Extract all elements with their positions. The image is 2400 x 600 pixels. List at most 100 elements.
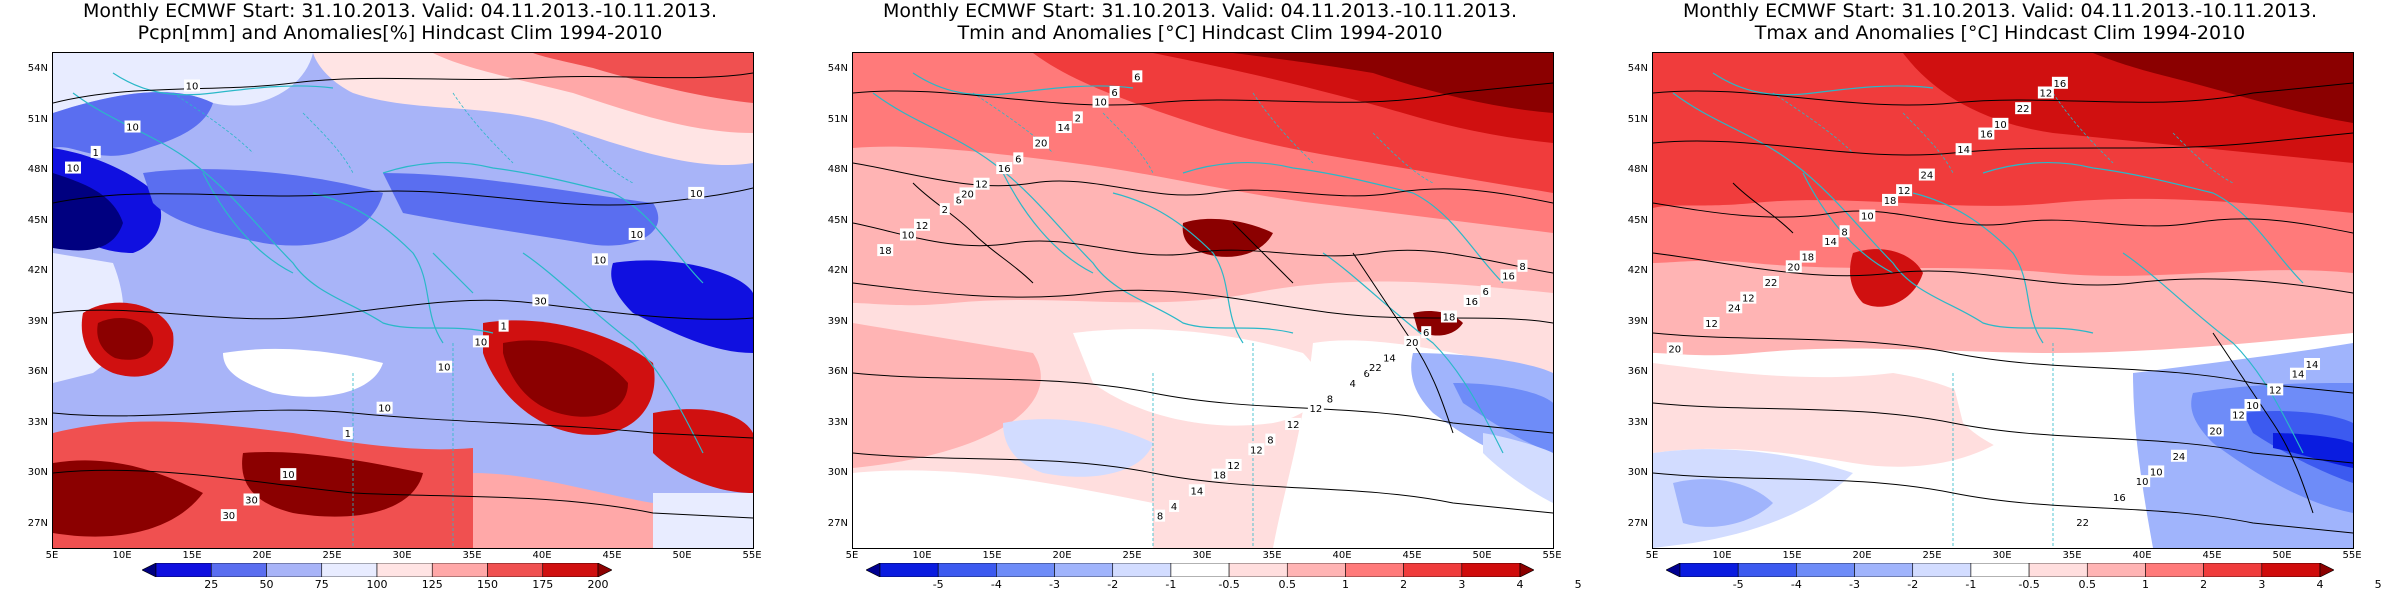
svg-text:10: 10 [902, 230, 915, 241]
svg-text:2: 2 [1075, 113, 1081, 124]
svg-text:16: 16 [1465, 297, 1478, 308]
svg-text:6: 6 [1423, 328, 1429, 339]
svg-text:14: 14 [1957, 145, 1970, 156]
lon-tick-label: 20E [1852, 550, 1872, 561]
svg-text:12: 12 [1250, 445, 1263, 456]
colorbar-swatch [1286, 562, 1346, 578]
contour-label: 16 [1463, 294, 1480, 308]
contour-label: 18 [1799, 250, 1816, 264]
svg-text:20: 20 [1406, 338, 1419, 349]
tmin-panel: Monthly ECMWF Start: 31.10.2013. Valid: … [800, 0, 1600, 600]
svg-text:16: 16 [1980, 130, 1993, 141]
lat-tick-label: 45N [27, 214, 48, 226]
lat-tick-label: 39N [27, 315, 48, 327]
colorbar-graphic [865, 562, 1535, 578]
coastlines [72, 72, 704, 454]
colorbar-swatch [1345, 562, 1404, 578]
colorbar-swatch [1854, 562, 1914, 578]
colorbar-swatch [1737, 562, 1797, 578]
colorbar-tick-label: -2 [1907, 578, 1919, 591]
contour-label: 24 [2170, 449, 2187, 463]
lat-tick-label: 51N [1627, 113, 1648, 125]
colorbar-tick-label: 75 [314, 578, 329, 591]
colorbar-tick-label: -3 [1849, 578, 1861, 591]
colorbar-min-triangle [865, 562, 881, 578]
contour-label: 4 [1347, 376, 1358, 390]
colorbar-tick-label: -3 [1049, 578, 1061, 591]
colorbar-swatch [431, 562, 488, 578]
contour-label: 20 [1785, 260, 1802, 273]
svg-text:30: 30 [245, 495, 258, 506]
lon-tick-label: 40E [532, 550, 552, 561]
contour-label: 6 [1361, 367, 1372, 380]
svg-text:14: 14 [1190, 486, 1203, 497]
lat-tick-label: 39N [827, 315, 848, 327]
contour-label: 12 [1248, 443, 1265, 456]
svg-text:10: 10 [1994, 120, 2007, 131]
contour-label: 8 [1155, 509, 1166, 523]
colorbar-graphic [141, 562, 613, 578]
contour-label: 14 [1055, 121, 1072, 134]
contour-label: 12 [2037, 86, 2054, 99]
contour-label: 8 [1517, 259, 1528, 273]
contour-label: 1 [90, 145, 101, 159]
lat-tick-label: 30N [1627, 467, 1648, 478]
lon-tick-label: 15E [182, 550, 202, 561]
panel-title-line1: Monthly ECMWF Start: 31.10.2013. Valid: … [883, 0, 1517, 22]
lat-tick-label: 48N [827, 164, 848, 175]
pcpn-colorbar: 25 50 75 100 125 150 175 200 [141, 562, 613, 591]
lon-tick-label: 30E [1992, 550, 2012, 561]
contour-label: 20 [2207, 424, 2224, 437]
lon-tick-label: 5E [45, 550, 59, 561]
lat-tick-label: 42N [827, 265, 848, 276]
contour-label: 1 [498, 319, 509, 333]
colorbar-tick-label: 3 [2258, 578, 2266, 591]
contour-label: 10 [628, 227, 645, 241]
lon-tick-label: 35E [1262, 550, 1282, 561]
svg-text:14: 14 [1057, 123, 1070, 134]
colorbar-swatch [1796, 562, 1855, 578]
contour-label: 12 [1225, 458, 1242, 472]
svg-text:12: 12 [1898, 186, 1911, 197]
lat-tick-label: 51N [827, 113, 848, 125]
contour-label: 30 [243, 493, 260, 506]
svg-text:18: 18 [1884, 196, 1897, 207]
colorbar-swatch [1054, 562, 1114, 578]
colorbar-tick-label: 0.5 [2078, 578, 2097, 591]
contour-label: 10 [2148, 465, 2165, 478]
contour-label: 6 [1132, 70, 1143, 83]
contour-label: 16 [2111, 490, 2128, 504]
contour-label: 10 [124, 120, 141, 134]
svg-text:22: 22 [1369, 363, 1382, 374]
tmax-field [1653, 53, 2353, 548]
contour-label: 10 [65, 161, 81, 175]
panel-title-line2: Tmax and Anomalies [°C] Hindcast Clim 19… [1754, 22, 2246, 44]
colorbar-graphic [1665, 562, 2335, 578]
svg-text:10: 10 [2246, 401, 2259, 412]
lon-tick-label: 25E [1922, 550, 1942, 561]
contour-label: 22 [1763, 275, 1780, 289]
svg-text:22: 22 [2017, 104, 2030, 115]
colorbar-tick-label: 200 [587, 578, 609, 591]
colorbar-swatch [2028, 562, 2088, 578]
svg-text:12: 12 [2040, 88, 2053, 99]
lat-tick-label: 36N [827, 366, 848, 377]
lat-tick-label: 42N [27, 265, 48, 276]
svg-text:10: 10 [282, 470, 295, 481]
contour-label: 8 [1324, 392, 1335, 406]
svg-text:10: 10 [126, 123, 139, 134]
svg-text:12: 12 [1227, 461, 1240, 472]
contour-label: 4 [1169, 499, 1180, 513]
lat-tick-label: 33N [27, 416, 48, 428]
lat-tick-label: 45N [827, 214, 848, 226]
colorbar-swatch [1170, 562, 1230, 578]
contour-label: 24 [1726, 301, 1743, 314]
lon-tick-label: 10E [112, 550, 132, 561]
colorbar-tick-label: -1 [1965, 578, 1977, 591]
contour-label: 10 [688, 186, 705, 200]
svg-text:12: 12 [1287, 420, 1300, 431]
contour-label: 20 [959, 187, 976, 200]
svg-text:4: 4 [1171, 502, 1177, 513]
colorbar-tick-label: -5 [1732, 578, 1744, 591]
lat-tick-label: 54N [827, 63, 848, 74]
